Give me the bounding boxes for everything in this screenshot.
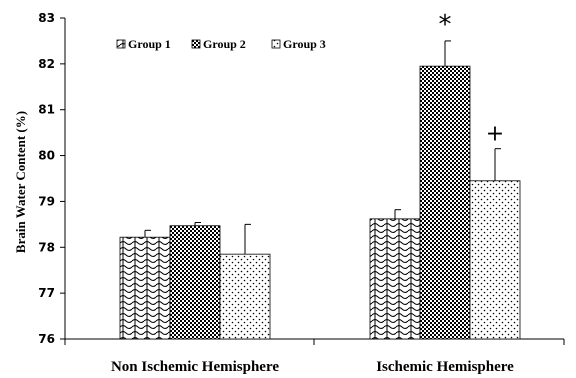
legend-label: Group 2 [203,37,246,51]
significance-mark: * [439,10,452,40]
bar-group-1 [369,218,421,340]
y-tick-label: 81 [38,103,55,117]
y-tick-label: 82 [38,57,55,71]
bar-group-3 [219,253,271,340]
significance-mark: + [486,122,504,147]
bar-group-2 [419,65,471,340]
legend-swatch [191,39,201,49]
bars: *+ [119,10,521,340]
bar-group-2 [169,225,221,340]
legend-swatch [271,39,281,49]
legend-label: Group 3 [283,37,326,51]
legend: Group 1 Group 2 Group 3 [116,37,326,51]
y-ticks: 76 77 78 79 80 81 82 83 [38,11,565,346]
y-axis-title: Brain Water Content (%) [13,111,28,253]
category-label: Non Ischemic Hemisphere [111,359,279,375]
y-tick-label: 78 [38,240,55,254]
x-tick-labels: Non Ischemic Hemisphere Ischemic Hemisphe… [111,359,514,375]
legend-label: Group 1 [128,37,171,51]
y-tick-label: 79 [38,194,55,208]
y-tick-label: 83 [38,11,55,25]
y-tick-label: 77 [38,286,55,300]
y-tick-label: 80 [38,149,55,163]
bar-group-1 [119,236,171,340]
category-label: Ischemic Hemisphere [376,359,514,375]
y-tick-label: 76 [38,332,55,346]
bar-group-3 [469,180,521,340]
legend-swatch [116,39,126,49]
